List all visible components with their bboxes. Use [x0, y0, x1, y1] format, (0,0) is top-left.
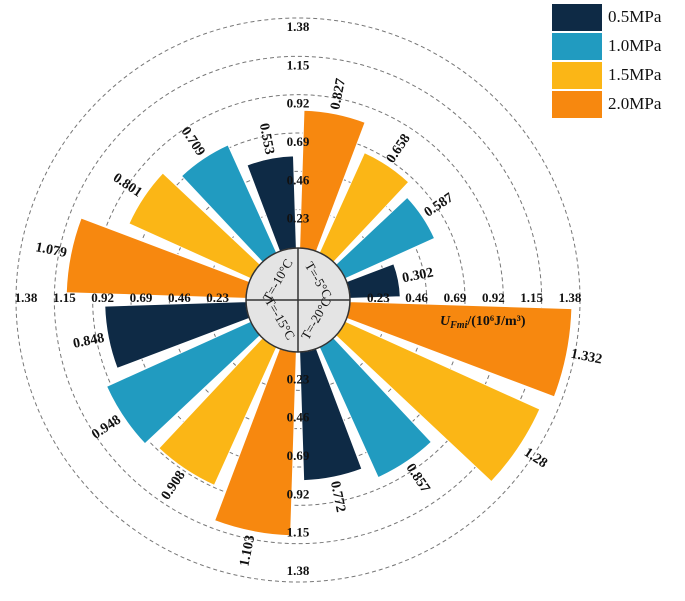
y-tick-label: 1.38: [287, 19, 310, 34]
y-tick-label: 0.46: [405, 290, 428, 305]
value-label: 0.302: [401, 265, 435, 286]
y-tick-label: 0.23: [367, 290, 390, 305]
y-tick-label: 1.38: [559, 290, 582, 305]
value-label: 1.103: [237, 534, 258, 568]
value-label: 0.948: [89, 413, 124, 443]
axis-label-subscript: Fmi: [449, 320, 467, 331]
y-tick-label: 0.46: [168, 290, 191, 305]
value-label: 0.857: [403, 461, 433, 496]
y-tick-label: 0.23: [287, 211, 310, 226]
grid-circle: [130, 132, 466, 468]
legend-label: 1.0MPa: [608, 36, 662, 55]
y-tick-label: 0.69: [287, 134, 310, 149]
y-tick-label: 0.92: [91, 290, 114, 305]
value-label: 0.553: [256, 122, 277, 156]
y-tick-label: 0.69: [130, 290, 153, 305]
legend-label: 0.5MPa: [608, 7, 662, 26]
legend-label: 2.0MPa: [608, 94, 662, 113]
value-label: 0.908: [159, 468, 189, 503]
grid-circle: [207, 209, 389, 391]
y-tick-label: 0.92: [287, 486, 310, 501]
y-tick-label: 0.69: [287, 448, 310, 463]
value-label: 0.827: [328, 77, 349, 111]
value-label: 0.658: [384, 132, 414, 167]
axis-label-symbol: U: [440, 314, 451, 329]
y-tick-label: 1.15: [287, 57, 310, 72]
y-tick-label: 1.15: [287, 525, 310, 540]
axis-label-unit: /(10⁶J/m³): [466, 314, 525, 329]
y-tick-label: 1.15: [520, 290, 543, 305]
y-tick-label: 0.23: [287, 371, 310, 386]
y-tick-label: 0.92: [287, 96, 310, 111]
grid-circle: [53, 55, 543, 545]
value-label: 1.079: [34, 240, 68, 261]
value-label: 0.801: [110, 171, 145, 201]
y-tick-label: 0.92: [482, 290, 505, 305]
value-label: 0.848: [72, 331, 106, 352]
value-label: 1.332: [569, 347, 603, 368]
legend-swatch: [552, 33, 602, 60]
grid-circle: [92, 94, 504, 506]
y-tick-label: 0.46: [287, 410, 310, 425]
legend-swatch: [552, 4, 602, 31]
value-label: 0.709: [178, 124, 208, 159]
legend-swatch: [552, 62, 602, 89]
legend-swatch: [552, 91, 602, 118]
legend-label: 1.5MPa: [608, 65, 662, 84]
y-tick-label: 0.69: [444, 290, 467, 305]
y-tick-label: 1.38: [287, 563, 310, 578]
y-tick-label: 1.15: [53, 290, 76, 305]
y-tick-label: 1.38: [15, 290, 38, 305]
grid-circle: [168, 170, 428, 430]
y-tick-label: 0.46: [287, 172, 310, 187]
axis-label: UFmi/(10⁶J/m³): [440, 314, 526, 331]
value-label: 0.772: [327, 480, 348, 514]
grid-circle: [15, 17, 581, 583]
value-label: 0.587: [422, 190, 457, 220]
y-tick-label: 0.23: [206, 290, 229, 305]
